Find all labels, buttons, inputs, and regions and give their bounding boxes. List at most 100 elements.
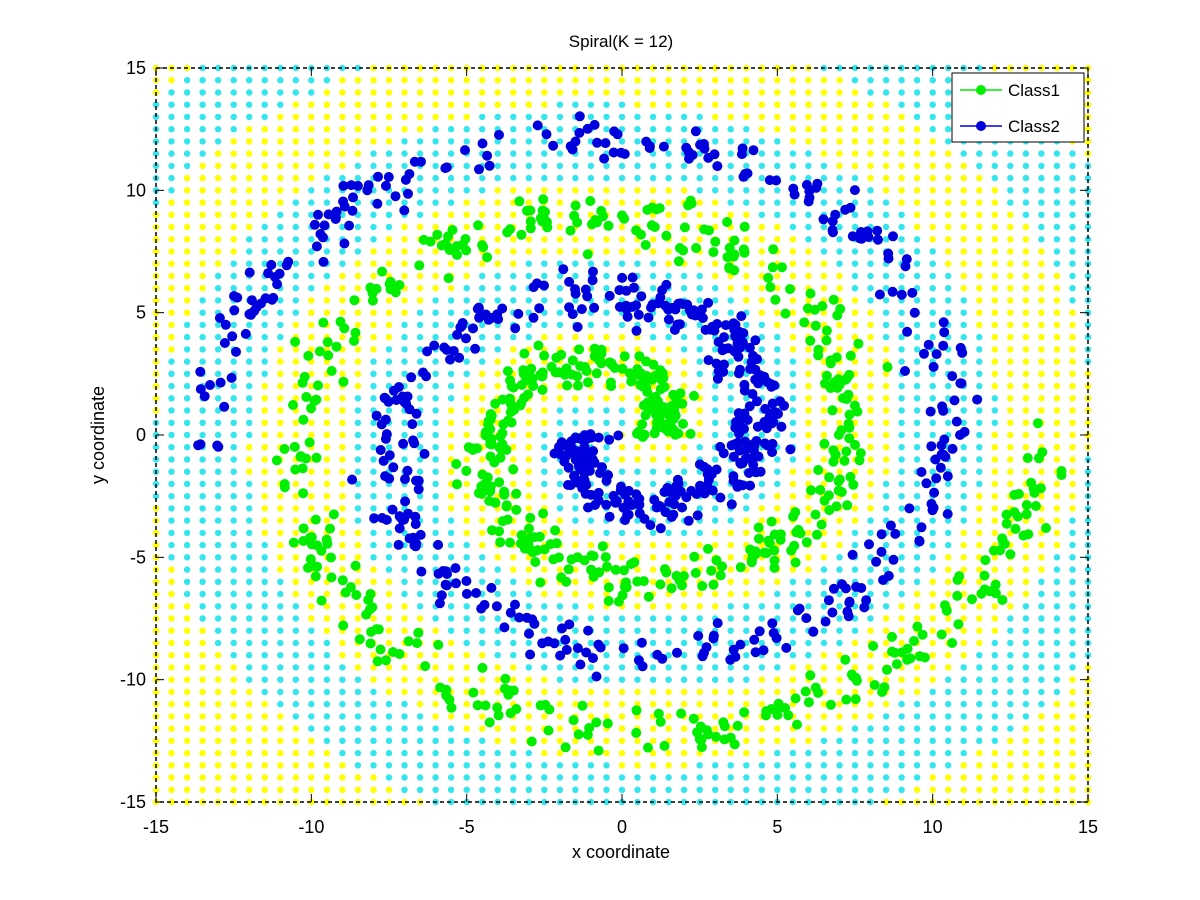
grid-point: [494, 113, 501, 121]
grid-point: [541, 236, 548, 243]
grid-point: [354, 517, 362, 524]
grid-point: [277, 64, 284, 72]
grid-point: [1022, 297, 1030, 304]
grid-point: [805, 236, 812, 243]
data-point: [195, 366, 206, 377]
grid-point: [246, 113, 253, 121]
grid-point: [665, 639, 672, 647]
grid-point: [991, 346, 998, 353]
grid-point: [308, 174, 315, 182]
grid-point: [727, 615, 734, 622]
grid-point: [851, 541, 859, 549]
grid-point: [665, 333, 672, 341]
data-point: [600, 138, 611, 149]
grid-point: [712, 700, 719, 708]
grid-point: [385, 798, 393, 806]
grid-point: [743, 798, 750, 806]
grid-point: [479, 505, 486, 512]
grid-point: [867, 431, 874, 439]
data-point: [613, 596, 624, 607]
grid-point: [820, 578, 828, 585]
grid-point: [556, 297, 564, 304]
grid-point: [774, 223, 781, 231]
grid-point: [463, 652, 470, 659]
data-point: [708, 247, 719, 258]
grid-point: [913, 725, 921, 732]
data-point: [840, 654, 851, 665]
grid-point: [447, 382, 455, 390]
grid-point: [976, 370, 983, 377]
data-point: [931, 473, 942, 484]
grid-point: [820, 101, 828, 108]
grid-point: [525, 713, 532, 720]
grid-point: [945, 749, 952, 757]
grid-point: [572, 615, 579, 622]
grid-point: [401, 89, 408, 96]
grid-point: [230, 517, 237, 524]
grid-point: [913, 321, 921, 329]
grid-point: [525, 407, 532, 414]
grid-point: [401, 566, 408, 573]
grid-point: [246, 786, 253, 793]
grid-point: [1038, 517, 1045, 524]
grid-point: [168, 236, 175, 243]
grid-point: [261, 725, 268, 732]
grid-point: [246, 529, 253, 537]
data-point: [758, 645, 769, 656]
grid-point: [370, 762, 377, 769]
grid-point: [323, 162, 331, 170]
grid-point: [618, 407, 626, 414]
grid-point: [587, 89, 595, 96]
data-point: [414, 260, 425, 271]
grid-point: [277, 590, 284, 598]
grid-point: [820, 113, 828, 121]
data-point: [604, 290, 615, 301]
grid-point: [587, 162, 595, 170]
data-point: [1001, 509, 1012, 520]
data-point: [729, 739, 740, 750]
data-point: [485, 486, 496, 497]
grid-point: [308, 236, 315, 243]
grid-point: [168, 211, 175, 218]
grid-point: [572, 395, 579, 402]
grid-point: [401, 590, 408, 598]
data-point: [980, 555, 991, 566]
grid-point: [789, 468, 797, 475]
grid-point: [354, 89, 362, 96]
grid-point: [1038, 382, 1045, 390]
grid-point: [789, 236, 797, 243]
data-point: [251, 302, 262, 313]
grid-point: [758, 346, 765, 353]
grid-point: [463, 554, 470, 561]
grid-point: [913, 64, 921, 72]
data-point: [732, 481, 743, 492]
grid-point: [680, 652, 688, 659]
grid-point: [882, 77, 890, 84]
grid-point: [230, 113, 237, 121]
grid-point: [541, 615, 548, 622]
grid-point: [494, 468, 501, 475]
data-point: [827, 225, 838, 236]
grid-point: [525, 505, 532, 512]
data-point: [1035, 483, 1046, 494]
grid-point: [323, 590, 331, 598]
grid-point: [183, 113, 191, 121]
grid-point: [634, 529, 641, 537]
grid-point: [463, 749, 470, 757]
grid-point: [913, 737, 921, 744]
grid-point: [774, 101, 781, 108]
grid-point: [385, 211, 393, 218]
grid-point: [1069, 505, 1076, 512]
data-point: [477, 662, 488, 673]
grid-point: [836, 407, 843, 414]
grid-point: [463, 529, 470, 537]
grid-point: [603, 407, 610, 414]
grid-point: [1038, 223, 1045, 231]
grid-point: [758, 615, 765, 622]
grid-point: [370, 321, 377, 329]
grid-point: [432, 431, 439, 439]
grid-point: [696, 541, 703, 549]
grid-point: [789, 456, 797, 463]
grid-point: [712, 211, 719, 218]
data-point: [767, 447, 778, 458]
